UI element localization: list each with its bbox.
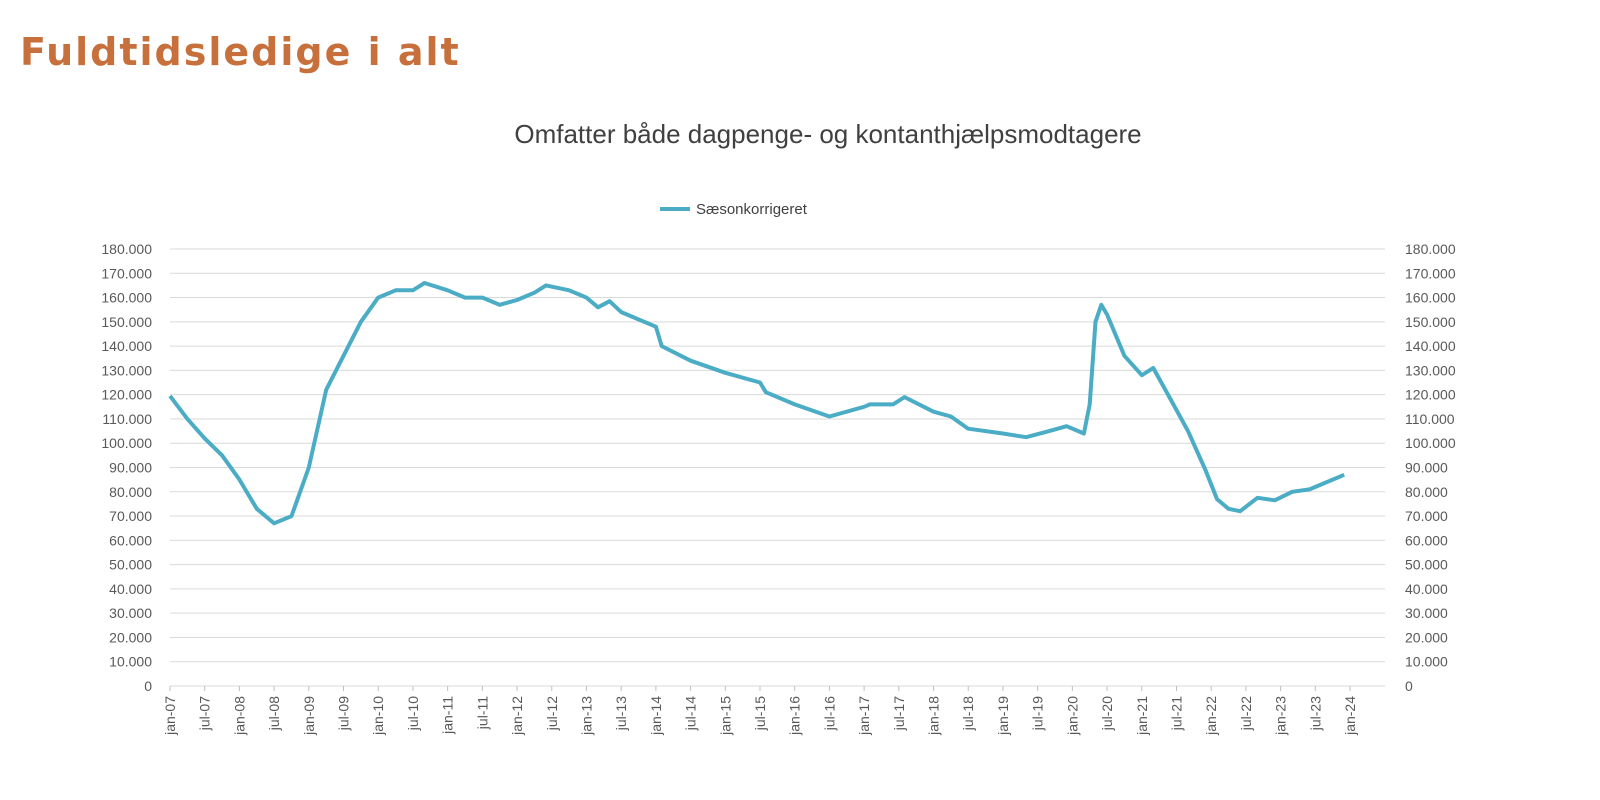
y-tick-label-left: 120.000 (101, 387, 152, 403)
chart-title: Omfatter både dagpenge- og kontanthjælps… (514, 119, 1141, 149)
y-tick-label-right: 40.000 (1405, 581, 1448, 597)
x-tick-label: jul-09 (336, 696, 352, 731)
x-tick-label: jan-08 (231, 696, 247, 736)
x-tick-label: jan-22 (1203, 696, 1219, 736)
series-line-saesonkorrigeret (168, 281, 1345, 526)
y-tick-label-left: 130.000 (101, 362, 152, 378)
x-tick-label: jan-23 (1273, 696, 1289, 736)
y-tick-label-left: 150.000 (101, 314, 152, 330)
y-tick-label-left: 80.000 (109, 484, 152, 500)
x-tick-label: jul-23 (1307, 696, 1323, 731)
y-tick-label-left: 40.000 (109, 581, 152, 597)
y-tick-label-left: 30.000 (109, 605, 152, 621)
x-tick-label: jul-20 (1099, 696, 1115, 731)
x-tick-label: jul-16 (821, 696, 837, 731)
y-tick-label-right: 170.000 (1405, 265, 1456, 281)
y-tick-label-right: 100.000 (1405, 435, 1456, 451)
y-tick-label-right: 130.000 (1405, 362, 1456, 378)
x-tick-label: jul-12 (544, 696, 560, 731)
x-tick-label: jan-14 (648, 696, 664, 736)
x-tick-label: jul-15 (752, 696, 768, 731)
x-tick-label: jul-13 (613, 696, 629, 731)
y-tick-label-right: 150.000 (1405, 314, 1456, 330)
y-tick-label-left: 90.000 (109, 460, 152, 476)
y-tick-label-left: 110.000 (102, 411, 152, 427)
x-tick-label: jul-21 (1168, 696, 1184, 731)
x-tick-label: jul-10 (405, 696, 421, 731)
y-tick-label-left: 70.000 (109, 508, 152, 524)
y-tick-label-left: 180.000 (101, 241, 152, 257)
y-tick-label-right: 50.000 (1405, 557, 1448, 573)
y-tick-label-left: 20.000 (109, 629, 152, 645)
y-tick-label-right: 10.000 (1405, 654, 1448, 670)
x-tick-label: jan-07 (162, 696, 178, 736)
x-tick-label: jul-19 (1030, 696, 1046, 731)
x-tick-label: jan-19 (995, 696, 1011, 736)
x-tick-label: jul-18 (960, 696, 976, 731)
y-tick-label-left: 0 (144, 678, 152, 694)
y-tick-label-right: 20.000 (1405, 629, 1448, 645)
x-tick-label: jan-24 (1342, 696, 1358, 736)
y-tick-label-left: 170.000 (101, 265, 152, 281)
y-tick-label-left: 160.000 (101, 290, 152, 306)
x-tick-label: jul-11 (474, 696, 490, 730)
x-tick-label: jul-14 (683, 696, 699, 731)
y-tick-label-left: 100.000 (101, 435, 152, 451)
y-tick-label-right: 0 (1405, 678, 1413, 694)
y-tick-label-left: 140.000 (101, 338, 152, 354)
y-tick-label-right: 80.000 (1405, 484, 1448, 500)
legend-label: Sæsonkorrigeret (696, 201, 808, 218)
y-tick-label-left: 10.000 (109, 654, 152, 670)
x-tick-label: jan-12 (509, 696, 525, 736)
x-tick-label: jul-08 (266, 696, 282, 731)
x-tick-label: jul-17 (891, 696, 907, 731)
y-tick-label-right: 60.000 (1405, 532, 1448, 548)
y-tick-label-right: 160.000 (1405, 290, 1456, 306)
x-tick-label: jan-13 (578, 696, 594, 736)
y-tick-label-right: 110.000 (1405, 411, 1455, 427)
x-tick-label: jan-11 (440, 696, 456, 735)
x-tick-label: jul-22 (1238, 696, 1254, 731)
x-tick-label: jan-10 (370, 696, 386, 736)
y-tick-label-right: 120.000 (1405, 387, 1456, 403)
x-tick-label: jan-17 (856, 696, 872, 736)
y-tick-label-right: 30.000 (1405, 605, 1448, 621)
y-tick-label-right: 140.000 (1405, 338, 1456, 354)
page-heading: Fuldtidsledige i alt (20, 30, 461, 74)
x-tick-label: jan-20 (1064, 696, 1080, 736)
x-tick-label: jan-21 (1134, 696, 1150, 736)
x-tick-label: jan-15 (717, 696, 733, 736)
legend: Sæsonkorrigeret (660, 201, 808, 218)
y-tick-label-left: 50.000 (109, 557, 152, 573)
y-tick-label-right: 90.000 (1405, 460, 1448, 476)
x-tick-label: jul-07 (197, 696, 213, 731)
y-tick-label-right: 180.000 (1405, 241, 1456, 257)
y-tick-label-left: 60.000 (109, 532, 152, 548)
x-tick-label: jan-16 (787, 696, 803, 736)
y-tick-label-right: 70.000 (1405, 508, 1448, 524)
x-tick-label: jan-09 (301, 696, 317, 736)
x-tick-label: jan-18 (926, 696, 942, 736)
